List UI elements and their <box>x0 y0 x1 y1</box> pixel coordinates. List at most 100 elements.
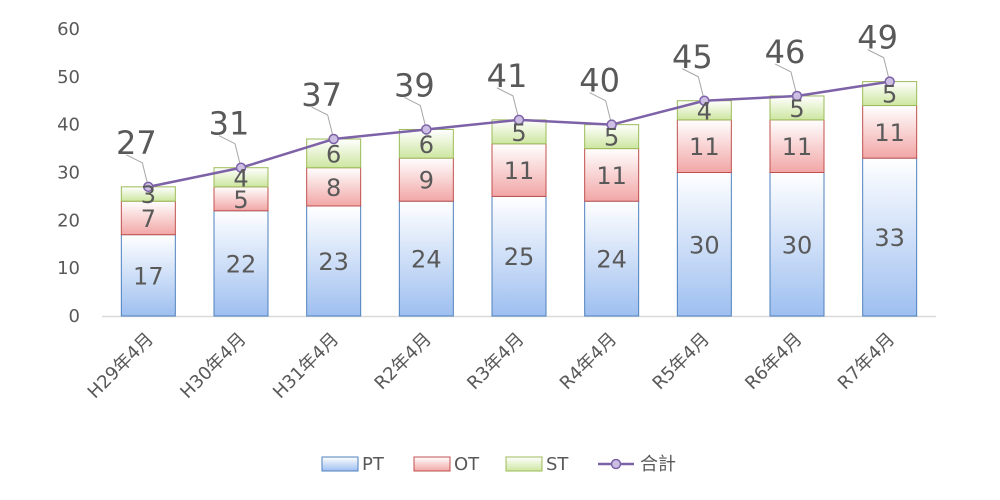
data-label-ot: 9 <box>419 167 434 195</box>
y-tick-label: 40 <box>57 115 80 136</box>
bar-pt-8 <box>862 157 918 317</box>
total-label: 37 <box>301 76 342 114</box>
total-leader-line <box>218 135 242 168</box>
data-label-ot: 5 <box>233 186 248 214</box>
bar-ot-2 <box>306 167 362 207</box>
bar-ot-0 <box>120 200 176 236</box>
bars <box>120 81 918 317</box>
total-leader-line <box>867 49 891 82</box>
total-leader-line <box>774 63 798 97</box>
data-label-ot: 11 <box>596 162 627 190</box>
total-leader-line <box>496 87 520 121</box>
total-label: 27 <box>116 124 157 162</box>
data-label-st: 4 <box>233 164 248 192</box>
data-label-ot: 11 <box>689 133 720 161</box>
data-label-st: 6 <box>419 131 434 159</box>
data-label-st: 5 <box>882 81 897 109</box>
data-label-ot: 7 <box>141 205 156 233</box>
y-tick-label: 60 <box>57 19 80 40</box>
data-label-st: 6 <box>326 140 341 168</box>
total-leader-line <box>589 92 613 125</box>
bar-pt-4 <box>491 195 547 317</box>
data-label-pt: 30 <box>782 231 813 259</box>
total-marker <box>791 90 803 102</box>
bar-pt-5 <box>584 200 640 317</box>
bar-ot-7 <box>769 119 825 173</box>
x-tick-label: R3年4月 <box>463 329 528 394</box>
legend-swatch-ot <box>413 456 451 472</box>
total-marker <box>328 133 339 145</box>
data-label-ot: 8 <box>326 174 341 202</box>
x-tick-label: R5年4月 <box>649 329 714 394</box>
data-label-st: 4 <box>697 97 712 125</box>
x-tick-label: H29年4月 <box>84 329 158 403</box>
total-marker <box>699 95 710 106</box>
total-marker <box>884 76 895 87</box>
bar-ot-6 <box>676 119 732 173</box>
legend-label-st: ST <box>546 454 569 475</box>
bar-pt-1 <box>213 210 269 317</box>
data-label-st: 5 <box>511 119 526 147</box>
legend-swatch-st <box>505 456 543 472</box>
y-tick-label: 0 <box>69 306 80 327</box>
total-leader-line <box>311 106 335 140</box>
data-label-ot: 11 <box>782 133 813 161</box>
data-label-pt: 17 <box>133 262 164 290</box>
data-label-pt: 33 <box>874 224 905 252</box>
data-label-st: 5 <box>604 124 619 152</box>
y-tick-label: 10 <box>57 258 80 279</box>
data-label-pt: 25 <box>504 243 535 271</box>
total-marker <box>235 162 247 173</box>
legend-label-ot: OT <box>454 454 480 475</box>
y-tick-label: 20 <box>57 210 80 231</box>
bar-ot-8 <box>862 105 918 159</box>
data-label-st: 3 <box>141 181 156 209</box>
total-marker <box>606 119 617 130</box>
bar-pt-3 <box>398 200 454 317</box>
bar-ot-3 <box>398 157 454 202</box>
x-tick-label: R7年4月 <box>834 329 899 394</box>
total-line <box>126 49 895 193</box>
total-label: 49 <box>857 19 898 57</box>
x-axis: H29年4月 H30年4月 H31年4月 R2年4月 R3年4月 R4年4月 R5年4月 R6… <box>84 315 936 403</box>
y-axis: 0 10 20 30 40 50 60 <box>57 19 80 327</box>
total-marker <box>143 181 154 193</box>
legend-swatch-pt <box>321 456 359 472</box>
total-label: 45 <box>672 38 713 76</box>
data-label-pt: 30 <box>689 231 720 259</box>
bar-pt-6 <box>676 172 732 317</box>
legend-label-total: 合計 <box>640 454 676 475</box>
data-label-st: 5 <box>789 95 804 123</box>
bar-pt-0 <box>120 234 176 317</box>
bar-ot-4 <box>491 143 547 197</box>
y-tick-label: 30 <box>57 163 80 184</box>
x-tick-label: R2年4月 <box>371 329 436 394</box>
total-label: 31 <box>209 105 250 143</box>
total-label: 40 <box>579 62 620 100</box>
legend-label-pt: PT <box>362 454 385 475</box>
total-marker <box>421 124 432 135</box>
x-tick-label: H31年4月 <box>269 329 343 403</box>
legend-swatch-total-marker <box>610 458 622 470</box>
legend: PT OT ST 合計 <box>321 454 676 475</box>
total-leader-line <box>682 68 705 101</box>
y-tick-label: 50 <box>57 67 80 88</box>
data-label-pt: 22 <box>226 250 257 278</box>
data-label-ot: 11 <box>874 119 905 147</box>
total-label: 41 <box>487 57 528 95</box>
x-tick-label: R6年4月 <box>741 329 806 394</box>
total-label: 46 <box>765 33 806 71</box>
total-leader-line <box>126 154 149 187</box>
data-label-pt: 24 <box>411 246 442 274</box>
total-label: 39 <box>394 66 435 104</box>
bar-pt-7 <box>769 172 825 317</box>
data-label-pt: 23 <box>318 248 349 276</box>
total-leader-line <box>404 97 427 130</box>
x-tick-label: H30年4月 <box>176 329 250 403</box>
x-tick-label: R4年4月 <box>556 329 621 394</box>
total-marker <box>513 114 525 126</box>
data-label-ot: 11 <box>504 157 535 185</box>
data-label-pt: 24 <box>596 246 627 274</box>
